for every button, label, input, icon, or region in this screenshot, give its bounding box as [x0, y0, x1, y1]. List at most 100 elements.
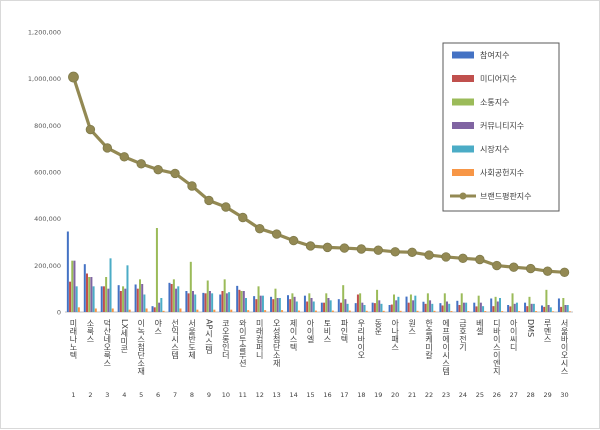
legend-label: 시장지수 [480, 144, 509, 154]
bar-소통지수 [443, 293, 446, 312]
point-브랜드평판지수 [322, 242, 333, 253]
point-브랜드평판지수 [458, 253, 468, 264]
bar-미디어지수 [509, 306, 512, 312]
point-브랜드평판지수 [390, 247, 400, 257]
bar-소통지수 [71, 260, 74, 312]
bar-참여지수 [270, 296, 273, 312]
bar-커뮤니티지수 [175, 288, 178, 312]
point-브랜드평판지수 [356, 244, 367, 254]
legend-swatch [452, 122, 474, 129]
bar-시장지수 [482, 306, 485, 312]
rank-label: 21 [408, 391, 416, 399]
point-브랜드평판지수 [204, 195, 214, 206]
legend-marker [459, 192, 467, 200]
rank-label: 5 [139, 391, 143, 399]
category-label: 디바이스이엔지 [492, 319, 501, 376]
bar-커뮤니티지수 [462, 302, 465, 312]
bar-참여지수 [83, 264, 86, 312]
bar-사회공헌지수 [281, 310, 284, 312]
bar-참여지수 [303, 295, 306, 312]
bar-시장지수 [346, 303, 349, 312]
category-label: 아나패스 [390, 318, 399, 351]
rank-label: 6 [156, 391, 160, 399]
bar-미디어지수 [238, 289, 241, 312]
category-label: 아이엘 [306, 318, 315, 343]
point-브랜드평판지수 [475, 254, 485, 265]
point-브랜드평판지수 [119, 152, 129, 162]
bar-참여지수 [151, 306, 154, 312]
point-브랜드평판지수 [407, 247, 417, 257]
bar-미디어지수 [289, 299, 292, 312]
bar-커뮤니티지수 [446, 301, 448, 312]
bar-소통지수 [409, 294, 412, 312]
bar-사회공헌지수 [568, 311, 571, 312]
bar-미디어지수 [526, 306, 529, 312]
rank-label: 19 [374, 391, 382, 399]
rank-label: 26 [493, 391, 501, 399]
bar-시장지수 [143, 294, 146, 312]
bar-시장지수 [177, 286, 180, 312]
category-label: 덕산네오룩스 [103, 318, 112, 367]
category-label: 이녹스첨단소재 [136, 318, 145, 376]
y-tick-label: 400,000 [34, 215, 61, 223]
bar-미디어지수 [204, 293, 207, 312]
bar-참여지수 [405, 296, 408, 312]
category-label: 원스 [408, 319, 417, 335]
bar-소통지수 [460, 293, 463, 312]
rank-label: 14 [289, 391, 297, 399]
y-tick-label: 800,000 [34, 122, 61, 130]
rank-label: 13 [273, 391, 281, 399]
bar-사회공헌지수 [467, 311, 470, 312]
bar-커뮤니티지수 [259, 295, 262, 312]
bar-참여지수 [337, 299, 340, 312]
y-tick-label: 0 [57, 309, 61, 317]
bar-참여지수 [507, 305, 510, 312]
bar-참여지수 [354, 303, 357, 312]
rank-label: 28 [527, 391, 535, 399]
rank-label: 20 [391, 391, 399, 399]
bar-사회공헌지수 [264, 310, 267, 312]
category-label: 동운 [374, 319, 383, 335]
bar-소통지수 [528, 296, 531, 312]
bar-소통지수 [189, 261, 192, 312]
point-브랜드평판지수 [441, 252, 451, 262]
bar-미디어지수 [458, 305, 461, 312]
rank-label: 29 [543, 391, 551, 399]
legend-swatch [452, 169, 474, 176]
bar-미디어지수 [407, 302, 410, 312]
legend-label: 브랜드평판지수 [480, 191, 532, 201]
bar-미디어지수 [102, 286, 105, 312]
category-label: DMS [526, 319, 535, 337]
bar-참여지수 [287, 295, 289, 312]
bar-참여지수 [202, 292, 205, 312]
rank-label: 11 [239, 391, 247, 399]
bar-참여지수 [100, 286, 103, 312]
bar-시장지수 [465, 302, 468, 312]
bar-사회공헌지수 [213, 309, 216, 312]
bar-참여지수 [490, 298, 493, 312]
bar-사회공헌지수 [247, 310, 250, 312]
bar-사회공헌지수 [433, 310, 436, 312]
y-tick-label: 200,000 [34, 262, 61, 270]
bar-커뮤니티지수 [361, 302, 364, 312]
category-label: 코오롱인더 [221, 319, 230, 360]
bar-소통지수 [274, 288, 277, 312]
bar-참여지수 [473, 302, 476, 312]
bar-커뮤니티지수 [90, 277, 93, 312]
bar-소통지수 [426, 293, 429, 312]
category-label: 토비스 [323, 319, 332, 343]
legend-label: 소통지수 [480, 98, 509, 107]
bar-커뮤니티지수 [496, 301, 499, 312]
rank-label: 1 [71, 391, 75, 399]
bar-커뮤니티지수 [395, 300, 398, 312]
bar-시장지수 [126, 265, 129, 312]
category-label: AP시스템 [204, 319, 213, 353]
bar-미디어지수 [441, 305, 444, 312]
bar-미디어지수 [187, 293, 190, 312]
category-label: 미래컴퍼니 [255, 319, 264, 360]
category-label: 제이스텍 [289, 319, 298, 352]
category-label: 베셀 [475, 319, 484, 335]
bar-소통지수 [240, 291, 243, 312]
bar-소통지수 [477, 295, 480, 312]
